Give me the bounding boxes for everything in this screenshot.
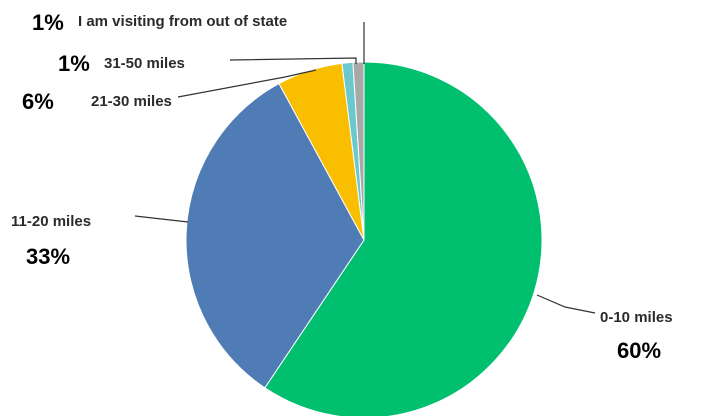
slice-pct-0-10: 60% <box>617 338 661 363</box>
slice-label-11-20: 11-20 miles <box>11 213 91 230</box>
slice-pct-out-of-state: 1% <box>32 10 64 35</box>
slice-pct-11-20: 33% <box>26 244 70 269</box>
slice-label-31-50: 31-50 miles <box>104 55 185 72</box>
slice-pct-21-30: 6% <box>22 89 54 114</box>
pie-slices <box>185 61 543 416</box>
slice-11-20-miles <box>185 82 365 389</box>
leader-line-31-50 <box>229 57 357 64</box>
slice-label-out-of-state: I am visiting from out of state <box>78 13 287 30</box>
leader-line-11-20 <box>134 215 189 223</box>
slice-label-0-10: 0-10 miles <box>600 309 673 326</box>
slice-label-21-30: 21-30 miles <box>91 93 172 110</box>
leader-line-21-30 <box>177 69 317 98</box>
slice-0-10-miles <box>264 61 543 416</box>
slice-pct-31-50: 1% <box>58 51 90 76</box>
leader-line-0-10 <box>536 294 596 314</box>
